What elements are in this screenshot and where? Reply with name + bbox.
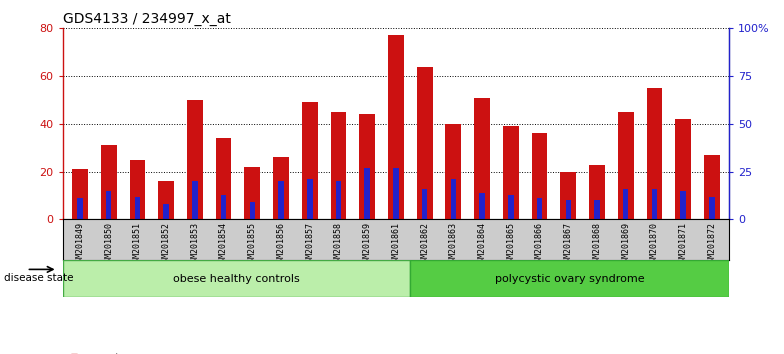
Text: GSM201853: GSM201853 — [191, 222, 199, 267]
Bar — [422, 189, 427, 219]
Bar — [307, 179, 313, 219]
Bar — [652, 189, 657, 219]
Bar — [709, 196, 715, 219]
Bar — [417, 67, 433, 219]
Text: GSM201854: GSM201854 — [219, 222, 228, 267]
Text: GSM201871: GSM201871 — [679, 222, 688, 267]
Bar — [532, 133, 547, 219]
Bar — [216, 138, 231, 219]
FancyBboxPatch shape — [63, 260, 410, 297]
Bar — [704, 155, 720, 219]
Text: GSM201852: GSM201852 — [162, 222, 171, 267]
Text: GSM201859: GSM201859 — [363, 222, 372, 267]
Bar — [537, 199, 543, 219]
Text: GSM201850: GSM201850 — [104, 222, 113, 267]
Bar — [249, 202, 255, 219]
Bar — [503, 126, 519, 219]
Text: GSM201869: GSM201869 — [621, 222, 630, 267]
Text: GSM201868: GSM201868 — [593, 222, 601, 267]
Bar — [245, 167, 260, 219]
Bar — [393, 168, 399, 219]
Text: GSM201861: GSM201861 — [391, 222, 401, 267]
Bar — [129, 160, 145, 219]
Bar — [106, 191, 111, 219]
Text: disease state: disease state — [4, 273, 74, 283]
Bar — [158, 181, 174, 219]
Bar — [72, 169, 88, 219]
Bar — [388, 35, 404, 219]
Legend: count, percentile rank within the sample: count, percentile rank within the sample — [68, 353, 276, 354]
Bar — [681, 191, 686, 219]
Text: GSM201858: GSM201858 — [334, 222, 343, 267]
Bar — [221, 195, 227, 219]
Text: GSM201870: GSM201870 — [650, 222, 659, 267]
Text: GSM201865: GSM201865 — [506, 222, 515, 267]
Text: GSM201857: GSM201857 — [305, 222, 314, 267]
Text: GSM201856: GSM201856 — [277, 222, 285, 267]
Bar — [445, 124, 461, 219]
Bar — [647, 88, 662, 219]
Text: GSM201864: GSM201864 — [477, 222, 487, 267]
Bar — [273, 157, 289, 219]
Bar — [192, 181, 198, 219]
Bar — [302, 102, 318, 219]
Bar — [278, 181, 284, 219]
Bar — [565, 200, 571, 219]
Text: polycystic ovary syndrome: polycystic ovary syndrome — [495, 274, 644, 284]
Bar — [589, 165, 605, 219]
Bar — [331, 112, 347, 219]
Text: GSM201862: GSM201862 — [420, 222, 429, 267]
Bar — [623, 189, 629, 219]
Text: GSM201851: GSM201851 — [133, 222, 142, 267]
Text: GDS4133 / 234997_x_at: GDS4133 / 234997_x_at — [63, 12, 230, 26]
Bar — [135, 196, 140, 219]
Bar — [675, 119, 691, 219]
FancyBboxPatch shape — [410, 260, 729, 297]
Bar — [336, 181, 341, 219]
Text: GSM201872: GSM201872 — [707, 222, 717, 267]
Text: obese healthy controls: obese healthy controls — [173, 274, 300, 284]
Bar — [561, 172, 576, 219]
Bar — [187, 100, 203, 219]
Text: GSM201866: GSM201866 — [535, 222, 544, 267]
Bar — [451, 179, 456, 219]
Bar — [474, 98, 490, 219]
Bar — [359, 114, 375, 219]
Bar — [101, 145, 117, 219]
Text: GSM201855: GSM201855 — [248, 222, 257, 267]
Text: GSM201849: GSM201849 — [75, 222, 85, 267]
Bar — [479, 193, 485, 219]
Bar — [508, 195, 514, 219]
Bar — [77, 199, 83, 219]
Text: GSM201867: GSM201867 — [564, 222, 573, 267]
Text: GSM201863: GSM201863 — [449, 222, 458, 267]
Bar — [365, 168, 370, 219]
Bar — [618, 112, 633, 219]
Bar — [163, 204, 169, 219]
Bar — [594, 200, 600, 219]
